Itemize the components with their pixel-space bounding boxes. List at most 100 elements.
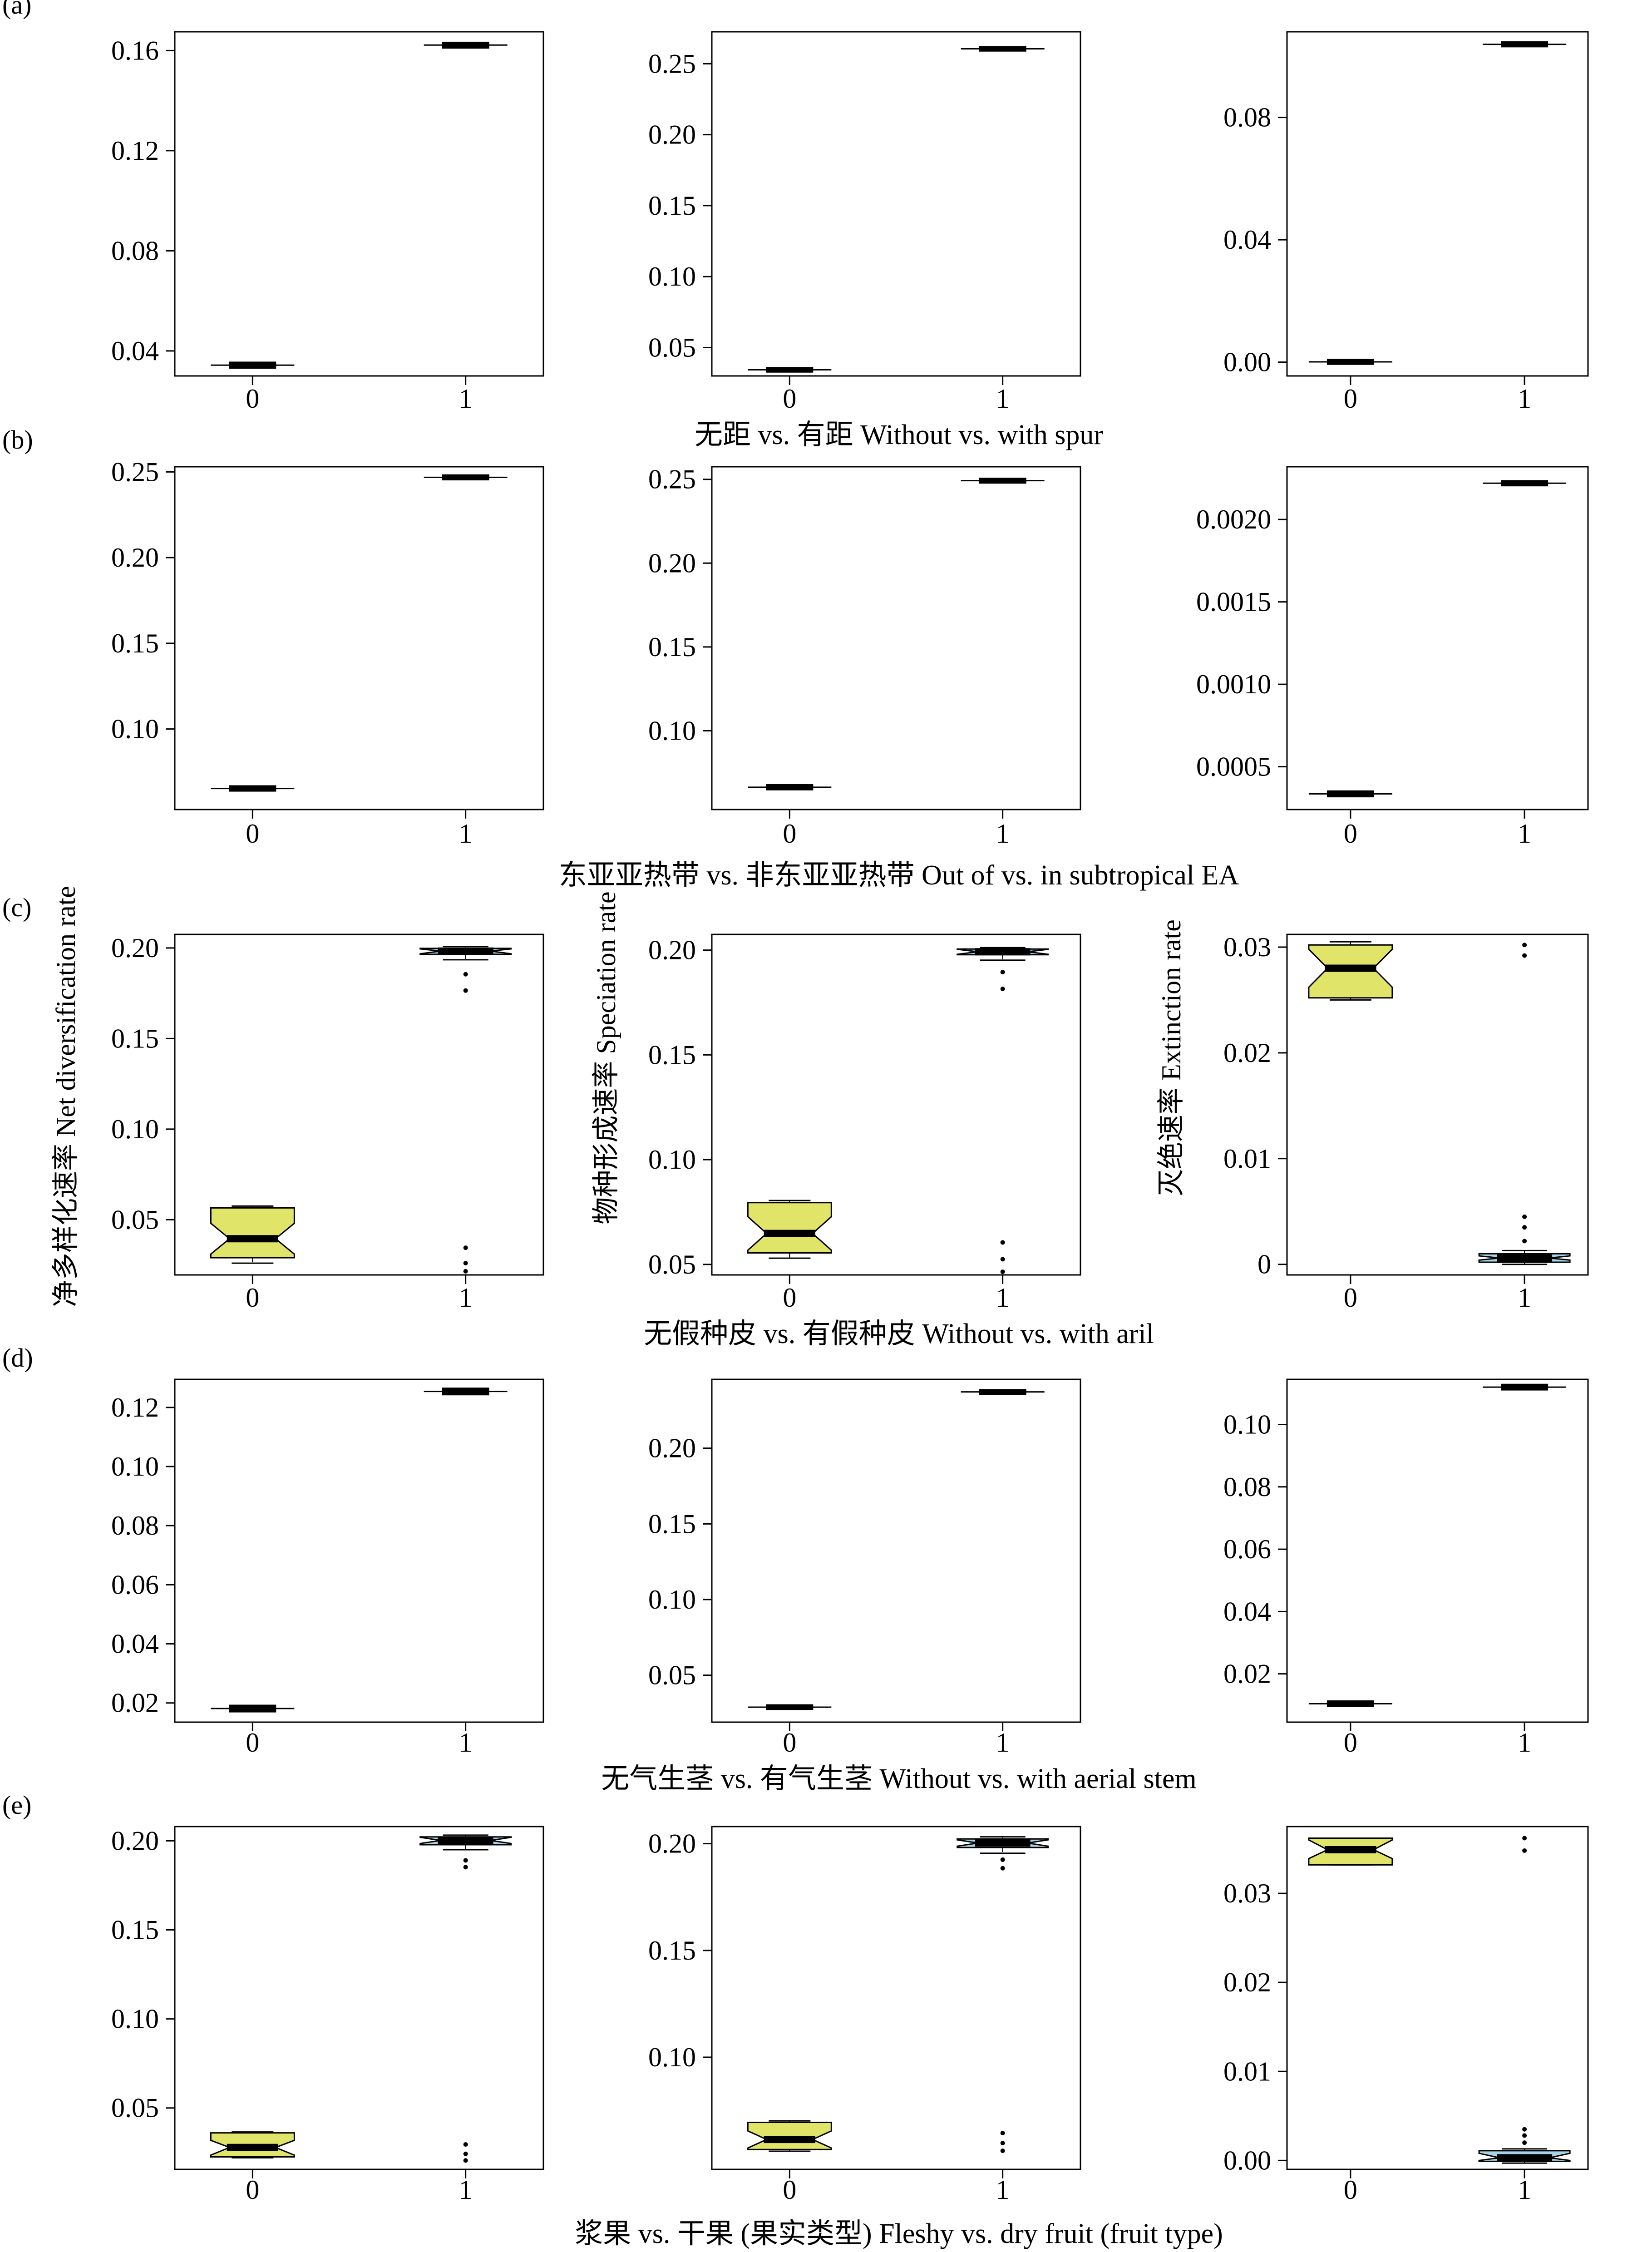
median-bar bbox=[766, 1704, 814, 1710]
median-bar bbox=[979, 1389, 1026, 1395]
notched-box bbox=[210, 1207, 295, 1259]
y-tick-label: 0.01 bbox=[1223, 1144, 1271, 1174]
y-tick-label: 0.10 bbox=[648, 1145, 696, 1175]
median-bar bbox=[766, 367, 814, 373]
x-tick-label: 1 bbox=[459, 2175, 473, 2205]
y-tick-label: 0.20 bbox=[648, 935, 696, 965]
y-tick-label: 0.02 bbox=[111, 1688, 159, 1718]
median-bar bbox=[442, 1388, 489, 1396]
x-tick-label: 1 bbox=[996, 2175, 1010, 2205]
x-tick-label: 1 bbox=[1518, 384, 1531, 414]
median-bar bbox=[979, 46, 1026, 52]
y-tick-label: 0.10 bbox=[111, 1452, 159, 1482]
outlier-point bbox=[1000, 2141, 1005, 2146]
y-tick-label: 0.10 bbox=[648, 1585, 696, 1615]
boxplot-panel: 0 0.01 0.02 0.03 0 1 bbox=[1223, 932, 1589, 1313]
row-caption: 无距 vs. 有距 Without vs. with spur bbox=[695, 420, 1103, 450]
y-tick-label: 0.15 bbox=[648, 1936, 696, 1966]
boxplot-panel: 0.10 0.15 0.20 0.25 0 1 bbox=[648, 464, 1081, 849]
plot-frame bbox=[711, 466, 1081, 810]
y-tick-label: 0.0005 bbox=[1196, 752, 1271, 782]
boxplot-panel: 0.04 0.08 0.12 0.16 0 1 bbox=[111, 31, 544, 414]
median-bar bbox=[1327, 359, 1374, 365]
boxplot-panel: 0.05 0.10 0.15 0.20 0.25 0 1 bbox=[648, 31, 1081, 414]
x-tick-label: 0 bbox=[246, 1283, 259, 1313]
y-tick-label: 0.20 bbox=[648, 1433, 696, 1463]
outlier-point bbox=[463, 2142, 468, 2147]
outlier-point bbox=[1522, 1239, 1527, 1244]
box-0 bbox=[1308, 1837, 1393, 1866]
median-bar bbox=[1327, 1700, 1374, 1707]
y-tick-label: 0.05 bbox=[648, 332, 696, 362]
x-tick-label: 0 bbox=[246, 1728, 259, 1758]
x-tick-label: 0 bbox=[1344, 384, 1357, 414]
box-0 bbox=[1308, 359, 1392, 365]
box-1 bbox=[424, 1388, 508, 1396]
median-bar bbox=[229, 1704, 276, 1713]
y-tick-label: 0.00 bbox=[1223, 2145, 1271, 2175]
y-tick-label: 0.15 bbox=[111, 1915, 159, 1945]
y-tick-label: 0.16 bbox=[111, 35, 159, 65]
row-label: (c) bbox=[2, 893, 31, 922]
y-tick-label: 0.15 bbox=[111, 1023, 159, 1053]
median-bar bbox=[1327, 790, 1374, 798]
y-tick-label: 0.15 bbox=[648, 632, 696, 662]
plot-frame bbox=[174, 1378, 544, 1723]
outlier-point bbox=[1522, 2140, 1527, 2145]
outlier-point bbox=[1000, 1269, 1005, 1274]
y-tick-label: 0.03 bbox=[1223, 1878, 1271, 1908]
x-tick-label: 1 bbox=[1518, 2175, 1531, 2205]
box-0 bbox=[211, 1704, 295, 1713]
box-0 bbox=[210, 1205, 295, 1264]
x-tick-label: 0 bbox=[783, 1283, 796, 1313]
box-0 bbox=[211, 785, 295, 792]
row-label: (d) bbox=[2, 1343, 33, 1373]
box-0 bbox=[210, 2131, 295, 2159]
boxplot-panel: 0.05 0.10 0.15 0.20 0 1 bbox=[111, 1826, 544, 2205]
box-0 bbox=[748, 1704, 832, 1710]
y-tick-label: 0.06 bbox=[111, 1570, 159, 1600]
outlier-point bbox=[1000, 987, 1005, 991]
y-tick-label: 0.05 bbox=[111, 2093, 159, 2123]
plot-frame bbox=[711, 31, 1081, 377]
y-tick-label: 0.10 bbox=[111, 714, 159, 744]
outlier-point bbox=[1522, 1225, 1527, 1230]
x-tick-label: 0 bbox=[1344, 819, 1357, 849]
outlier-point bbox=[463, 2151, 468, 2156]
box-1 bbox=[1483, 1383, 1567, 1391]
y-tick-label: 0.20 bbox=[111, 1826, 159, 1856]
y-tick-label: 0.20 bbox=[111, 933, 159, 963]
outlier-point bbox=[463, 1269, 468, 1274]
median-bar bbox=[442, 474, 489, 481]
boxplot-panel: 0.0005 0.0010 0.0015 0.0020 0 1 bbox=[1196, 466, 1589, 849]
box-0 bbox=[747, 1200, 832, 1259]
outlier-point bbox=[463, 1245, 468, 1250]
y-tick-label: 0.10 bbox=[111, 1114, 159, 1144]
outlier-point bbox=[1000, 1857, 1005, 1862]
median-bar bbox=[442, 41, 489, 49]
outlier-point bbox=[1522, 2133, 1527, 2138]
box-1 bbox=[1483, 480, 1567, 487]
row-label: (a) bbox=[2, 0, 31, 20]
plot-frame bbox=[1286, 466, 1589, 810]
outlier-point bbox=[1000, 1240, 1005, 1245]
plot-frame bbox=[1286, 933, 1589, 1276]
y-tick-label: 0 bbox=[1257, 1249, 1271, 1279]
median-bar bbox=[1501, 41, 1548, 48]
figure-row: (c) 无假种皮 vs. 有假种皮 Without vs. with aril 0.… bbox=[2, 893, 1589, 1349]
x-tick-label: 1 bbox=[459, 819, 473, 849]
x-tick-label: 0 bbox=[1344, 2175, 1357, 2205]
outlier-point bbox=[1522, 953, 1527, 958]
plot-frame bbox=[711, 1826, 1081, 2170]
outlier-point bbox=[1522, 1848, 1527, 1853]
x-tick-label: 1 bbox=[459, 1283, 473, 1313]
x-tick-label: 1 bbox=[996, 819, 1010, 849]
x-tick-label: 0 bbox=[246, 384, 259, 414]
boxplot-panel: 0.00 0.01 0.02 0.03 0 1 bbox=[1223, 1826, 1589, 2205]
median-bar bbox=[979, 478, 1026, 484]
y-tick-label: 0.05 bbox=[111, 1205, 159, 1235]
y-tick-label: 0.00 bbox=[1223, 347, 1271, 377]
outlier-point bbox=[1522, 1214, 1527, 1219]
outlier-point bbox=[463, 1865, 468, 1870]
